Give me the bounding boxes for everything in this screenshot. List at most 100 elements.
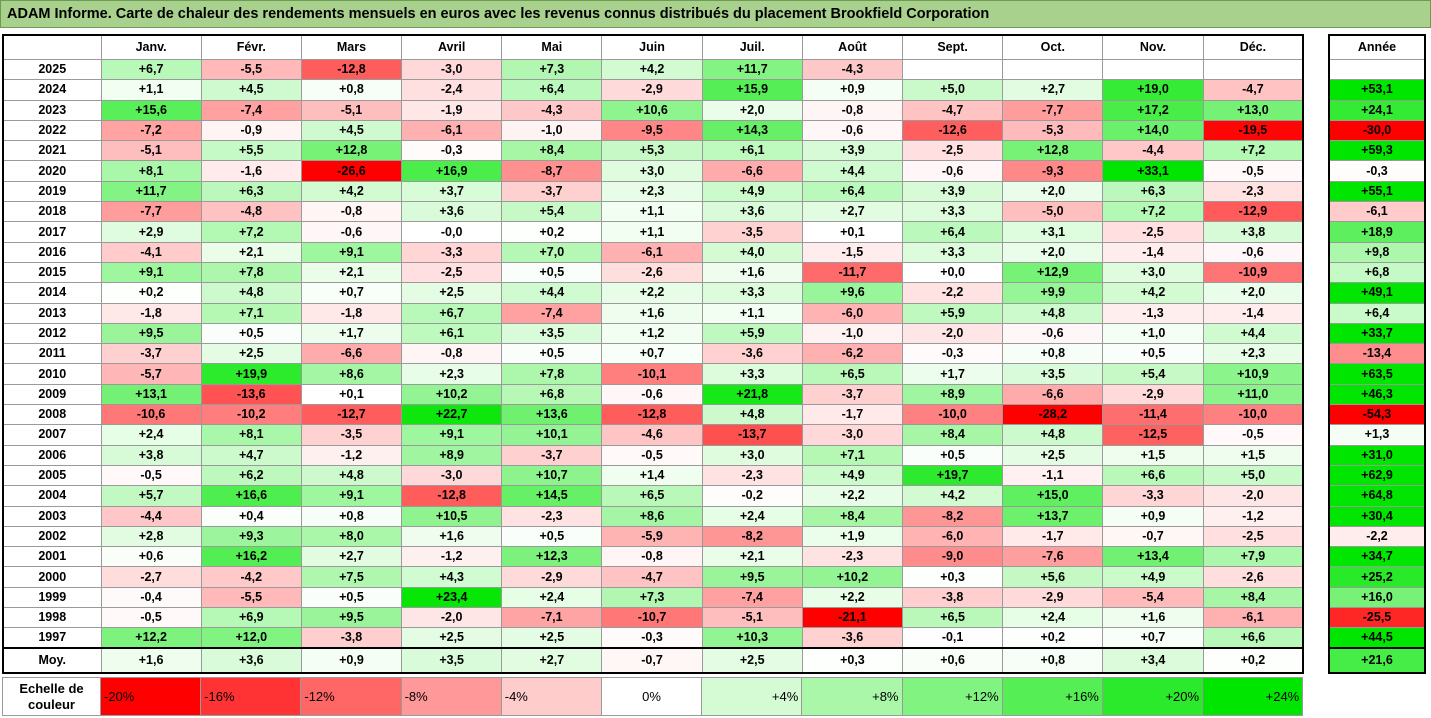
annual-cell: +44,5	[1328, 627, 1426, 649]
heatmap-cell: +8,4	[1202, 586, 1304, 609]
average-cell: +3,4	[1102, 647, 1204, 674]
month-header: Juil.	[701, 34, 803, 60]
heatmap-cell: +3,0	[601, 160, 703, 182]
heatmap-cell: +8,9	[401, 444, 503, 466]
heatmap-cell: +3,9	[901, 180, 1004, 203]
heatmap-cell: -4,7	[901, 99, 1004, 121]
row-year-label: 2018	[2, 201, 102, 223]
heatmap-cell: -5,5	[200, 58, 302, 81]
heatmap-cell: +0,2	[501, 221, 603, 243]
heatmap-cell: +7,3	[501, 58, 603, 81]
heatmap-cell: -0,5	[601, 444, 703, 466]
heatmap-cell: -3,0	[401, 464, 503, 487]
heatmap-cell: +7,2	[1102, 201, 1204, 223]
heatmap-cell: +6,5	[801, 363, 904, 385]
heatmap-cell: +4,8	[1002, 302, 1104, 324]
row-year-label: 2002	[2, 525, 102, 548]
heatmap-cell: +14,0	[1102, 119, 1204, 142]
heatmap-cell: -0,6	[1202, 241, 1304, 263]
heatmap-cell: +3,3	[901, 201, 1004, 223]
heatmap-row: 2013 -1,8 +7,1 -1,8 +6,7 -7,4 +1,6 +1,1 -6,0 +5,9…	[2, 302, 1304, 324]
heatmap-cell: +1,6	[601, 302, 703, 324]
heatmap-cell: +2,4	[100, 424, 202, 446]
heatmap-cell: -5,3	[1002, 119, 1104, 142]
annual-cell: +6,4	[1328, 302, 1426, 324]
heatmap-row: 2014 +0,2 +4,8 +0,7 +2,5 +4,4 +2,2 +3,3 +9,6 -2,2…	[2, 282, 1304, 304]
heatmap-cell: +10,2	[801, 566, 904, 588]
heatmap-row: 1999 -0,4 -5,5 +0,5 +23,4 +2,4 +7,3 -7,4 +2,2 -3,…	[2, 586, 1304, 609]
heatmap-cell: -2,9	[1002, 586, 1104, 609]
month-header: Oct.	[1002, 34, 1104, 60]
heatmap-cell: -0,0	[401, 221, 503, 243]
row-year-label: 1998	[2, 607, 102, 629]
row-year-label: 2022	[2, 119, 102, 142]
heatmap-cell: -1,3	[1102, 302, 1204, 324]
heatmap-cell: +4,0	[701, 241, 803, 263]
heatmap-cell: +7,2	[1202, 140, 1304, 162]
heatmap-cell: -4,4	[100, 505, 202, 527]
heatmap-row: 2002 +2,8 +9,3 +8,0 +1,6 +0,5 -5,9 -8,2 +1,9 -6,0…	[2, 525, 1304, 548]
row-year-label: 2001	[2, 546, 102, 568]
heatmap-cell: -6,2	[801, 343, 904, 365]
heatmap-cell: -6,6	[300, 343, 403, 365]
heatmap-cell: +2,4	[1002, 607, 1104, 629]
heatmap-cell: -10,0	[1202, 404, 1304, 426]
heatmap-cell: +2,4	[501, 586, 603, 609]
heatmap-cell: -0,9	[200, 119, 302, 142]
heatmap-cell: -8,2	[701, 525, 803, 548]
heatmap-cell: -8,2	[901, 505, 1004, 527]
row-year-label: 2020	[2, 160, 102, 182]
annual-cell: -30,0	[1328, 119, 1426, 142]
heatmap-cell: -2,0	[401, 607, 503, 629]
heatmap-cell: +10,7	[501, 464, 603, 487]
row-year-label: 2003	[2, 505, 102, 527]
heatmap-row: 2023 +15,6 -7,4 -5,1 -1,9 -4,3 +10,6 +2,0 -0,8 -4…	[2, 99, 1304, 121]
annual-cell: +33,7	[1328, 322, 1426, 345]
heatmap-cell: -12,9	[1202, 201, 1304, 223]
heatmap-cell: +12,0	[200, 627, 302, 649]
heatmap-cell: +2,4	[701, 505, 803, 527]
heatmap-cell: -4,6	[601, 424, 703, 446]
heatmap-cell: -3,8	[901, 586, 1004, 609]
heatmap-cell: +4,4	[501, 282, 603, 304]
header-corner	[2, 34, 102, 60]
heatmap-cell: +9,1	[300, 241, 403, 263]
heatmap-cell: +6,5	[601, 485, 703, 507]
heatmap-cell: +7,1	[200, 302, 302, 324]
heatmap-cell: -7,4	[701, 586, 803, 609]
heatmap-cell: +5,7	[100, 485, 202, 507]
heatmap-cell: -1,7	[1002, 525, 1104, 548]
heatmap-cell: -13,6	[200, 383, 302, 406]
heatmap-cell: -0,6	[901, 160, 1004, 182]
row-year-label: 2004	[2, 485, 102, 507]
heatmap-cell: -2,0	[901, 322, 1004, 345]
heatmap-cell: -1,4	[1102, 241, 1204, 263]
heatmap-cell: -2,2	[901, 282, 1004, 304]
heatmap-cell: +2,2	[801, 586, 904, 609]
heatmap-cell: +3,3	[701, 282, 803, 304]
color-scale-swatch: -16%	[200, 677, 302, 716]
color-scale-swatch: -20%	[99, 677, 202, 716]
heatmap-cell: -10,7	[601, 607, 703, 629]
heatmap-cell: +2,0	[701, 99, 803, 121]
month-header: Sept.	[901, 34, 1004, 60]
annual-cell: -6,1	[1328, 201, 1426, 223]
heatmap-cell: +16,9	[401, 160, 503, 182]
average-cell: +0,9	[300, 647, 403, 674]
heatmap-cell: -7,4	[501, 302, 603, 324]
heatmap-cell: +4,2	[901, 485, 1004, 507]
heatmap-cell: +8,4	[901, 424, 1004, 446]
heatmap-cell: -2,5	[901, 140, 1004, 162]
heatmap-cell: -10,2	[200, 404, 302, 426]
heatmap-cell: +0,1	[300, 383, 403, 406]
heatmap-cell: +4,8	[1002, 424, 1104, 446]
heatmap-cell: -0,1	[901, 627, 1004, 649]
heatmap-cell: +7,9	[1202, 546, 1304, 568]
heatmap-cell: +11,7	[701, 58, 803, 81]
heatmap-cell: -0,5	[100, 607, 202, 629]
heatmap-cell: +9,9	[1002, 282, 1104, 304]
heatmap-cell: +4,4	[1202, 322, 1304, 345]
heatmap-cell: -4,2	[200, 566, 302, 588]
heatmap-cell: -3,5	[701, 221, 803, 243]
heatmap-cell: +2,5	[501, 627, 603, 649]
